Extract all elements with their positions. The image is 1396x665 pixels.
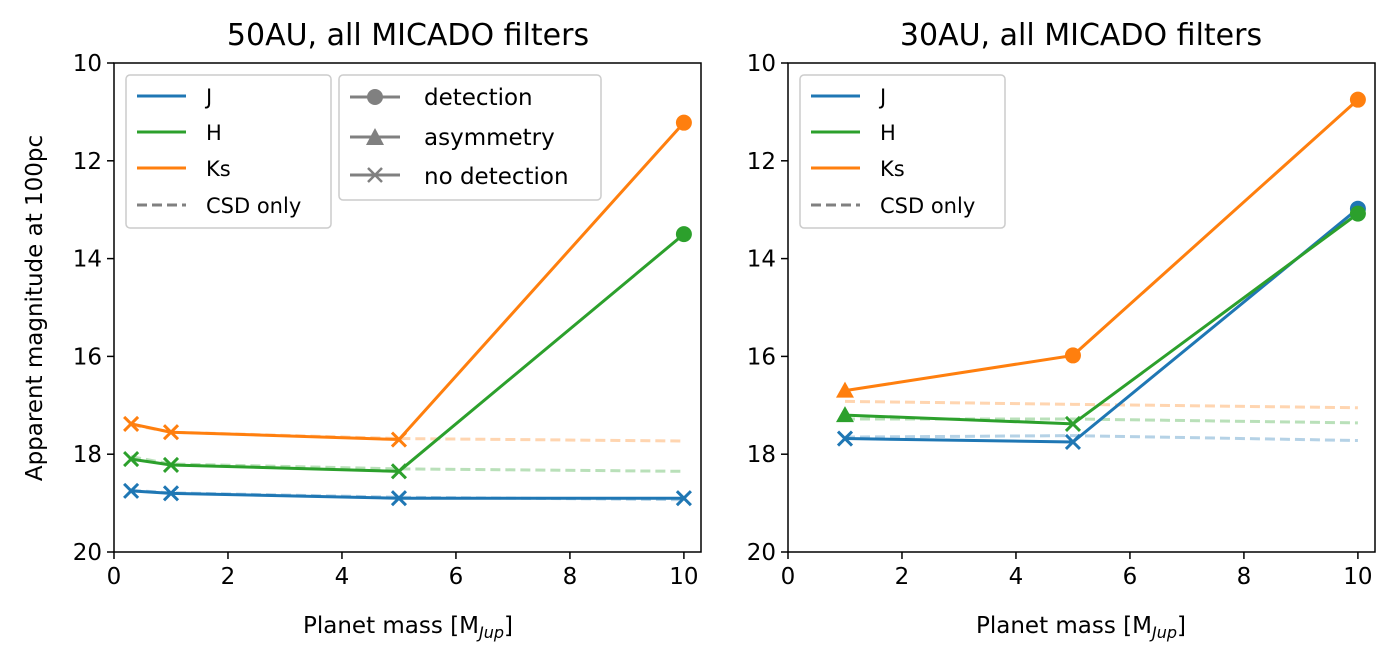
point-ks	[123, 415, 140, 432]
point-h	[835, 406, 854, 423]
point-ks	[162, 424, 180, 441]
series-line-h	[844, 212, 1359, 426]
legend-label-detection: detection	[424, 85, 533, 111]
x-tick-label: 8	[1237, 564, 1252, 590]
legend-label-h: H	[880, 121, 896, 145]
point-j	[123, 482, 140, 499]
y-tick-label: 20	[73, 540, 102, 566]
legend-label-no-detection: no detection	[424, 164, 569, 190]
legend-label-j: J	[204, 85, 212, 109]
x-axis-label: Planet mass [MJup]	[976, 613, 1186, 642]
legend-lines: J H Ks CSD only	[125, 74, 332, 229]
x-tick-label: 10	[669, 564, 698, 590]
legend-marker-detection	[367, 89, 383, 105]
point-h	[162, 456, 180, 474]
axes-frame	[787, 62, 1376, 553]
x-tick-label: 0	[107, 564, 122, 590]
legend-label-asymmetry: asymmetry	[424, 125, 555, 151]
y-tick-label: 18	[747, 442, 776, 468]
x-tick-label: 6	[449, 564, 464, 590]
x-tick-label: 4	[335, 564, 350, 590]
series-line-h	[130, 232, 685, 473]
point-h	[123, 451, 140, 468]
point-j	[390, 490, 408, 507]
y-tick-label: 10	[73, 51, 102, 77]
legend-markers: detection asymmetry no detection	[338, 74, 602, 201]
plot-area: 0 2 4 6 8 10 10 12 14 16 18 20	[73, 51, 702, 590]
point-h	[390, 463, 408, 480]
point-ks	[835, 381, 854, 398]
plot-area: 0 2 4 6 8 10 10 12 14 16 18 20	[747, 51, 1376, 590]
y-tick-label: 18	[73, 442, 102, 468]
x-tick-label: 8	[563, 564, 578, 590]
y-axis-label: Apparent magnitude at 100pc	[22, 135, 48, 481]
csd-line-h	[130, 455, 684, 473]
x-tick-label: 6	[1123, 564, 1138, 590]
panel-30au: 30AU, all MICADO filters Planet mass [MJ…	[747, 18, 1376, 642]
point-ks	[675, 114, 692, 131]
x-tick-label: 2	[895, 564, 910, 590]
y-tick-label: 14	[747, 247, 776, 273]
legend-label-ks: Ks	[880, 157, 905, 181]
series-line-ks	[130, 121, 686, 442]
legend-marker-no-detection	[367, 167, 383, 183]
legend-label-j: J	[878, 85, 886, 109]
legend-label-csd: CSD only	[206, 194, 301, 218]
legend-lines: J H Ks CSD only	[799, 74, 1006, 229]
x-axis-label: Planet mass [MJup]	[303, 613, 513, 642]
csd-line-ks	[844, 399, 1358, 410]
point-j	[1064, 433, 1082, 451]
axes-frame	[113, 62, 702, 553]
y-tick-label: 12	[747, 149, 776, 175]
x-tick-label: 10	[1343, 564, 1372, 590]
y-tick-label: 16	[747, 344, 776, 370]
panel-50au: 50AU, all MICADO filters Apparent magnit…	[22, 18, 702, 642]
x-tick-label: 4	[1009, 564, 1024, 590]
legend-frame	[338, 74, 602, 201]
point-ks	[1064, 347, 1081, 364]
legend-frame	[125, 74, 332, 229]
point-j	[162, 485, 180, 502]
y-tick-label: 10	[747, 51, 776, 77]
x-tick-label: 0	[781, 564, 796, 590]
point-j	[836, 430, 854, 447]
csd-line-j	[844, 434, 1358, 443]
chart-title: 30AU, all MICADO filters	[900, 18, 1262, 53]
y-tick-label: 14	[73, 247, 102, 273]
y-tick-label: 16	[73, 344, 102, 370]
legend-label-h: H	[206, 121, 222, 145]
legend-frame	[799, 74, 1006, 229]
point-j	[675, 490, 692, 507]
x-tick-label: 2	[221, 564, 236, 590]
point-ks	[390, 431, 408, 448]
y-tick-label: 12	[73, 149, 102, 175]
legend-label-csd: CSD only	[880, 194, 975, 218]
chart-title: 50AU, all MICADO filters	[227, 18, 589, 53]
legend-label-ks: Ks	[206, 157, 231, 181]
point-h	[1064, 415, 1082, 432]
point-h	[675, 226, 692, 243]
point-ks	[1349, 91, 1366, 108]
legend-marker-asymmetry	[366, 128, 384, 145]
series-line-j	[131, 489, 684, 500]
y-tick-label: 20	[747, 540, 776, 566]
point-h	[1349, 205, 1366, 222]
